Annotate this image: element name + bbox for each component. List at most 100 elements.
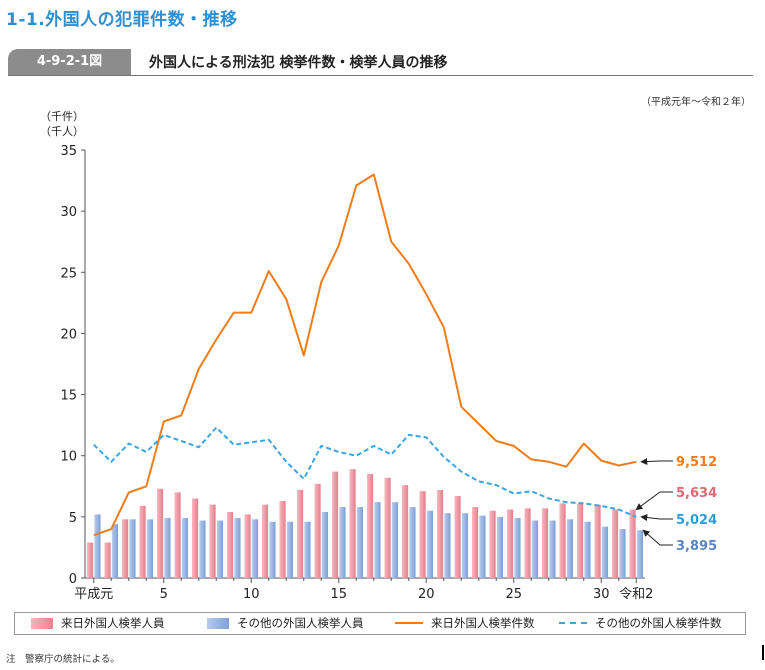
bar-visitor-persons: [244, 514, 251, 578]
bar-other-persons: [286, 521, 294, 578]
text-cursor: [762, 645, 764, 660]
bar-visitor-persons: [384, 477, 391, 578]
figure-title: 外国人による刑法犯 検挙件数・検挙人員の推移: [149, 55, 448, 71]
end-label-arrow: [642, 529, 673, 546]
bar-visitor-persons: [559, 503, 566, 578]
bar-other-persons: [94, 514, 101, 578]
x-tick-label: 5: [160, 587, 168, 602]
end-label-arrow: [640, 514, 673, 522]
y-tick-label: 25: [60, 266, 77, 281]
bar-visitor-persons: [366, 474, 374, 578]
bar-visitor-persons: [296, 489, 304, 578]
legend-label: その他の外国人検挙人員: [237, 616, 364, 630]
bar-other-persons: [496, 516, 504, 578]
legend-label: その他の外国人検挙件数: [595, 616, 722, 630]
bar-visitor-persons: [314, 483, 321, 578]
bar-other-persons: [111, 524, 119, 578]
bar-visitor-persons: [506, 509, 514, 578]
legend-item-visitor-persons: 来日外国人検挙人員: [31, 616, 165, 630]
y-tick-label: 15: [60, 389, 77, 404]
end-value-label: 5,634: [676, 486, 717, 501]
bar-visitor-persons: [401, 485, 409, 578]
legend-swatch: [207, 617, 229, 629]
bar-other-persons: [234, 518, 241, 578]
legend-item-visitor-cases: 来日外国人検挙件数: [395, 616, 535, 630]
legend-label: 来日外国人検挙件数: [431, 616, 535, 630]
bar-other-persons: [601, 526, 609, 578]
bar-visitor-persons: [524, 508, 531, 578]
bar-visitor-persons: [489, 510, 496, 578]
bar-visitor-persons: [86, 542, 94, 578]
y-tick-label: 10: [60, 450, 77, 465]
bar-visitor-persons: [279, 500, 286, 578]
bar-visitor-persons: [611, 509, 619, 578]
bar-visitor-persons: [436, 489, 444, 578]
bar-other-persons: [339, 507, 346, 578]
bar-visitor-persons: [629, 509, 636, 578]
bar-other-persons: [531, 520, 539, 578]
bar-visitor-persons: [226, 511, 234, 578]
bar-visitor-persons: [454, 496, 461, 578]
bar-visitor-persons: [419, 491, 426, 578]
bar-other-persons: [514, 518, 521, 578]
bar-series: [86, 469, 644, 578]
legend-swatch: [395, 622, 423, 624]
end-label-arrow: [635, 491, 673, 511]
y-tick-label: 0: [69, 572, 77, 587]
bar-other-persons: [549, 520, 556, 578]
bar-other-persons: [426, 510, 434, 578]
bar-visitor-persons: [331, 471, 339, 578]
period-note: （平成元年～令和２年）: [641, 97, 751, 108]
line-other-cases: [93, 426, 637, 518]
line-visitor-cases: [93, 173, 637, 537]
bar-visitor-persons: [139, 505, 146, 578]
legend-label: 来日外国人検挙人員: [61, 616, 165, 630]
bar-other-persons: [269, 521, 276, 578]
bar-visitor-persons: [156, 488, 164, 578]
bar-other-persons: [304, 521, 311, 578]
bar-visitor-persons: [594, 504, 601, 578]
x-tick-label: 平成元: [74, 587, 113, 602]
bar-visitor-persons: [174, 492, 181, 578]
x-tick-label: 20: [418, 587, 435, 602]
bar-visitor-persons: [541, 508, 549, 578]
bar-other-persons: [321, 511, 329, 578]
bar-visitor-persons: [471, 507, 479, 578]
legend-item-other-cases: その他の外国人検挙件数: [559, 616, 722, 630]
legend-swatch: [31, 617, 53, 629]
bar-other-persons: [146, 519, 154, 578]
bar-other-persons: [409, 507, 416, 578]
y-axis-unit-label: （千件） （千人）: [40, 110, 84, 138]
bar-other-persons: [181, 518, 189, 578]
y-axis-unit-line: （千人）: [40, 125, 84, 138]
end-value-label: 3,895: [676, 539, 717, 554]
bar-other-persons: [619, 529, 626, 578]
bar-other-persons: [216, 520, 224, 578]
figure-header: 4-9-2-1図 外国人による刑法犯 検挙件数・検挙人員の推移: [8, 49, 753, 76]
legend-swatch: [559, 622, 587, 624]
bar-other-persons: [636, 530, 644, 578]
end-label-arrow: [640, 458, 673, 466]
bar-other-persons: [566, 519, 574, 578]
bar-visitor-persons: [121, 519, 129, 578]
chart-legend: 来日外国人検挙人員 その他の外国人検挙人員 来日外国人検挙件数 その他の外国人検…: [14, 612, 746, 635]
bar-other-persons: [356, 507, 364, 578]
bar-other-persons: [391, 502, 399, 578]
bar-other-persons: [584, 521, 591, 578]
source-note: 注 警察庁の統計による。: [6, 654, 120, 665]
bar-visitor-persons: [104, 542, 111, 578]
y-tick-label: 5: [69, 511, 77, 526]
x-tick-label: 25: [505, 587, 522, 602]
bar-visitor-persons: [576, 503, 584, 578]
x-tick-label: 10: [243, 587, 260, 602]
x-tick-label: 令和2: [619, 587, 653, 602]
y-axis-unit-line: （千件）: [40, 110, 84, 123]
bar-visitor-persons: [261, 504, 269, 578]
x-tick-label: 30: [593, 587, 610, 602]
x-tick-label: 15: [330, 587, 347, 602]
bar-other-persons: [199, 520, 206, 578]
bar-other-persons: [129, 519, 136, 578]
line-series: [93, 173, 637, 537]
end-value-label: 5,024: [676, 513, 717, 528]
bar-visitor-persons: [191, 498, 199, 578]
